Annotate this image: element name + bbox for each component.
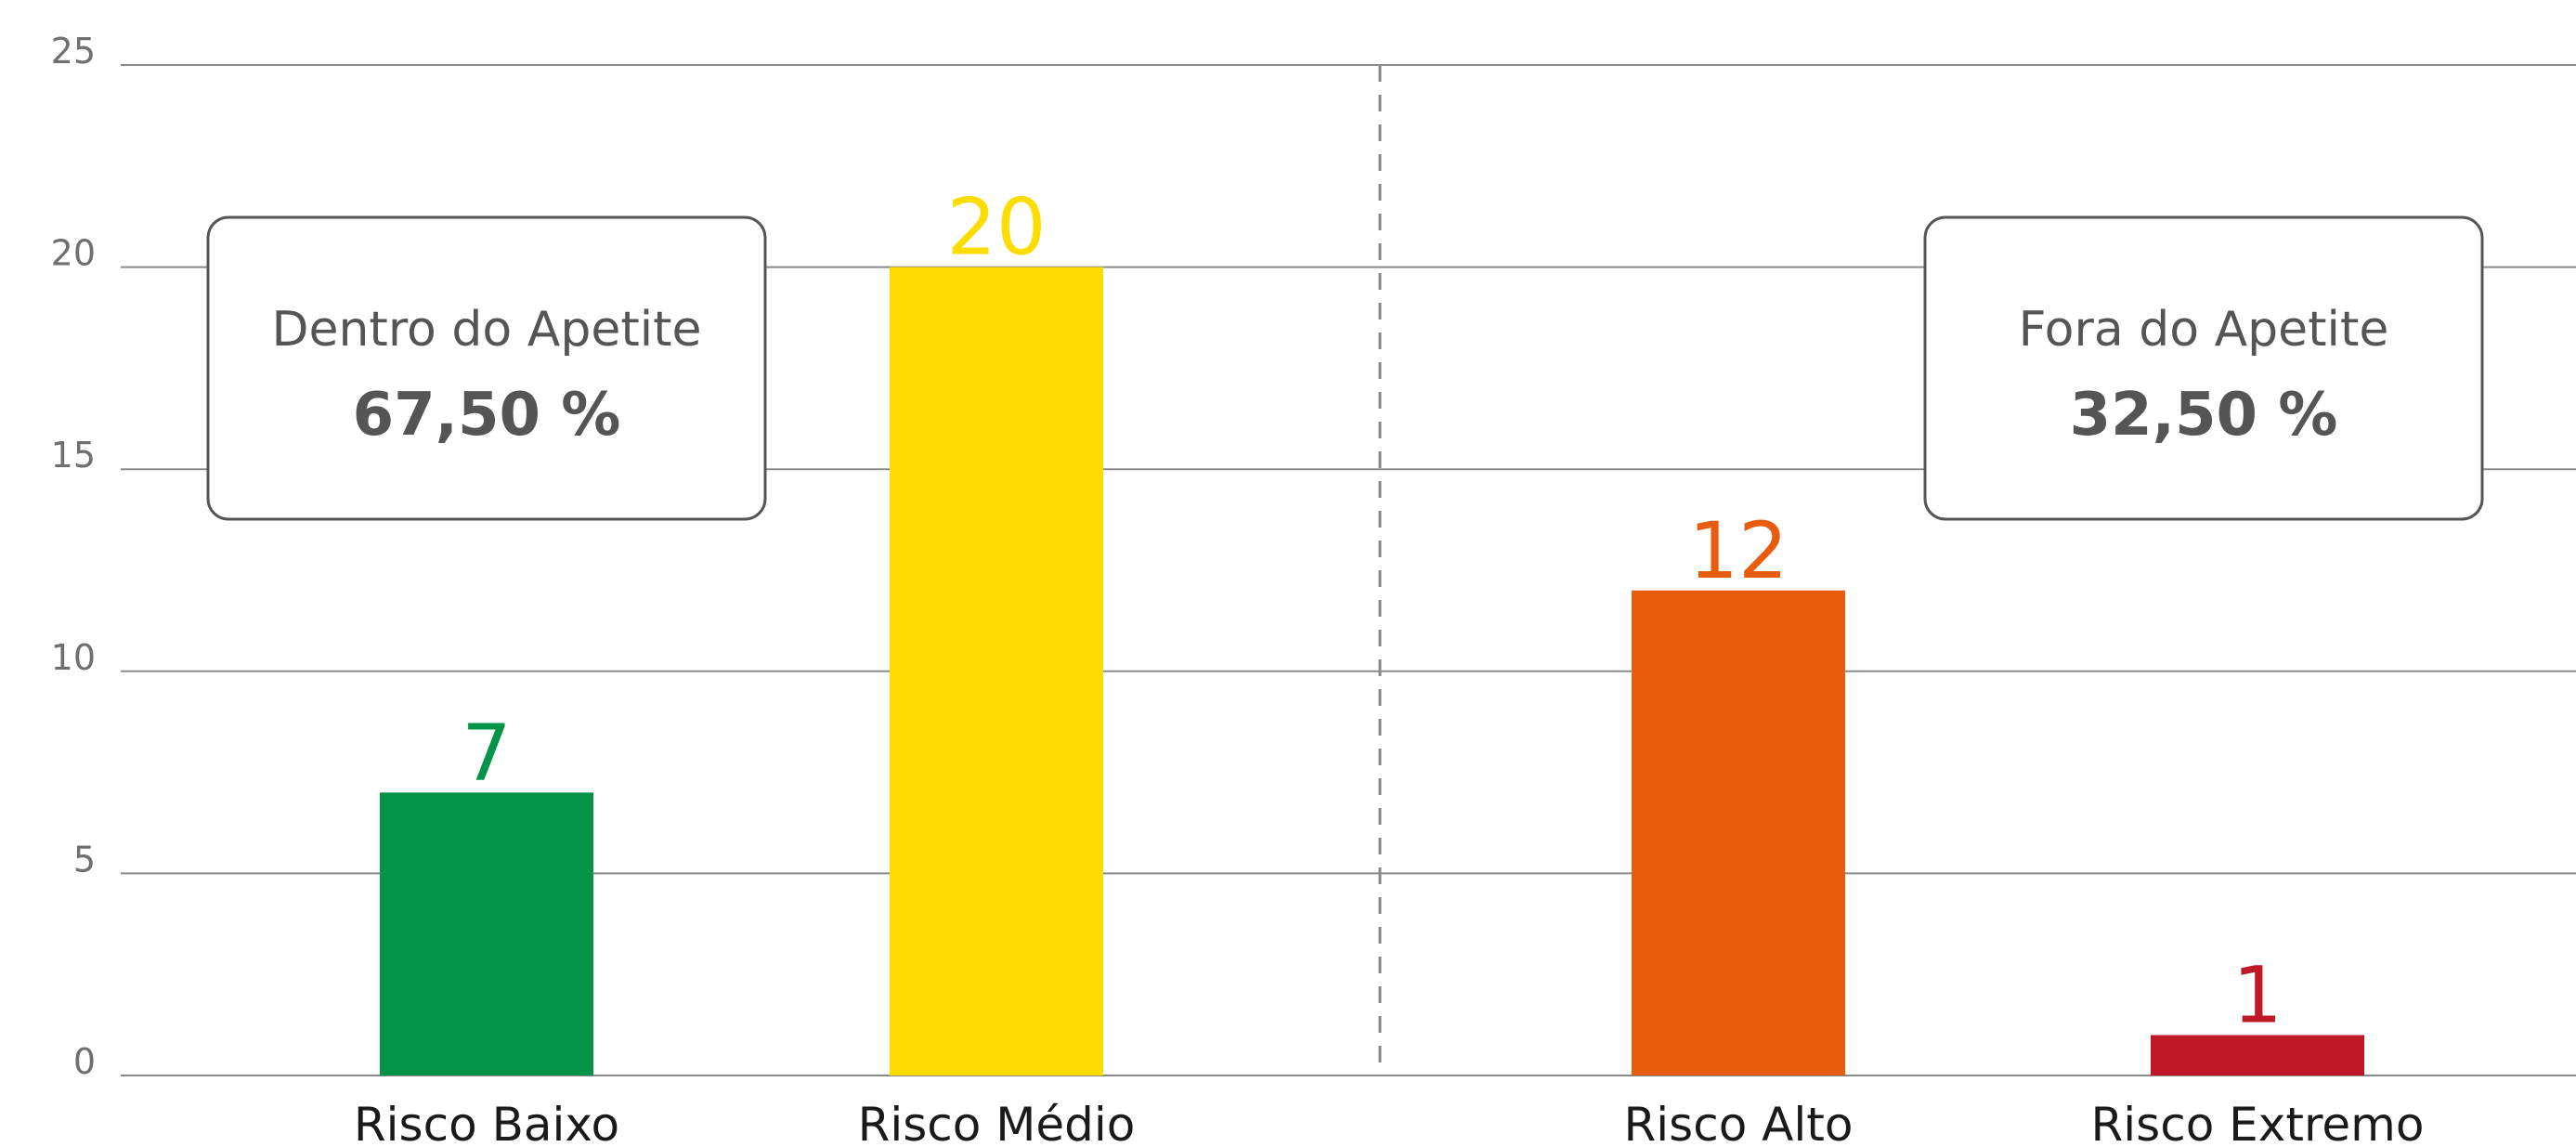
- category-label-risco-alto: Risco Alto: [1624, 1098, 1854, 1147]
- annotation-box-outside-appetite: Fora do Apetite 32,50 %: [1923, 215, 2484, 521]
- y-tick-label-15: 15: [51, 435, 96, 476]
- category-labels: Risco Baixo Risco Médio Risco Alto Risco Ex…: [354, 1098, 2425, 1147]
- y-tick-label-0: 0: [73, 1041, 96, 1082]
- category-label-risco-extremo: Risco Extremo: [2091, 1098, 2425, 1147]
- y-tick-label-10: 10: [51, 637, 96, 678]
- value-label-risco-medio: 20: [947, 182, 1047, 273]
- annotation-title-within: Dentro do Apetite: [271, 302, 701, 358]
- value-label-risco-extremo: 1: [2232, 949, 2282, 1040]
- annotation-value-outside: 32,50 %: [2070, 381, 2338, 450]
- category-label-risco-medio: Risco Médio: [858, 1098, 1136, 1147]
- y-tick-label-5: 5: [73, 839, 96, 880]
- bar-risco-alto: [1632, 590, 1845, 1075]
- annotation-value-within: 67,50 %: [353, 381, 621, 450]
- annotation-title-outside: Fora do Apetite: [2019, 302, 2389, 358]
- bar-risco-extremo: [2151, 1035, 2364, 1075]
- y-tick-label-25: 25: [51, 31, 96, 72]
- y-tick-label-20: 20: [51, 233, 96, 274]
- value-label-risco-baixo: 7: [462, 707, 511, 798]
- y-axis-ticks: 0 5 10 15 20 25: [51, 31, 96, 1082]
- bars: [380, 267, 2364, 1076]
- bar-risco-baixo: [380, 792, 593, 1075]
- annotation-box-within-appetite: Dentro do Apetite 67,50 %: [206, 215, 767, 521]
- value-labels: 7 20 12 1: [462, 182, 2282, 1041]
- value-label-risco-alto: 12: [1689, 505, 1789, 596]
- bar-risco-medio: [890, 267, 1103, 1076]
- category-label-risco-baixo: Risco Baixo: [354, 1098, 619, 1147]
